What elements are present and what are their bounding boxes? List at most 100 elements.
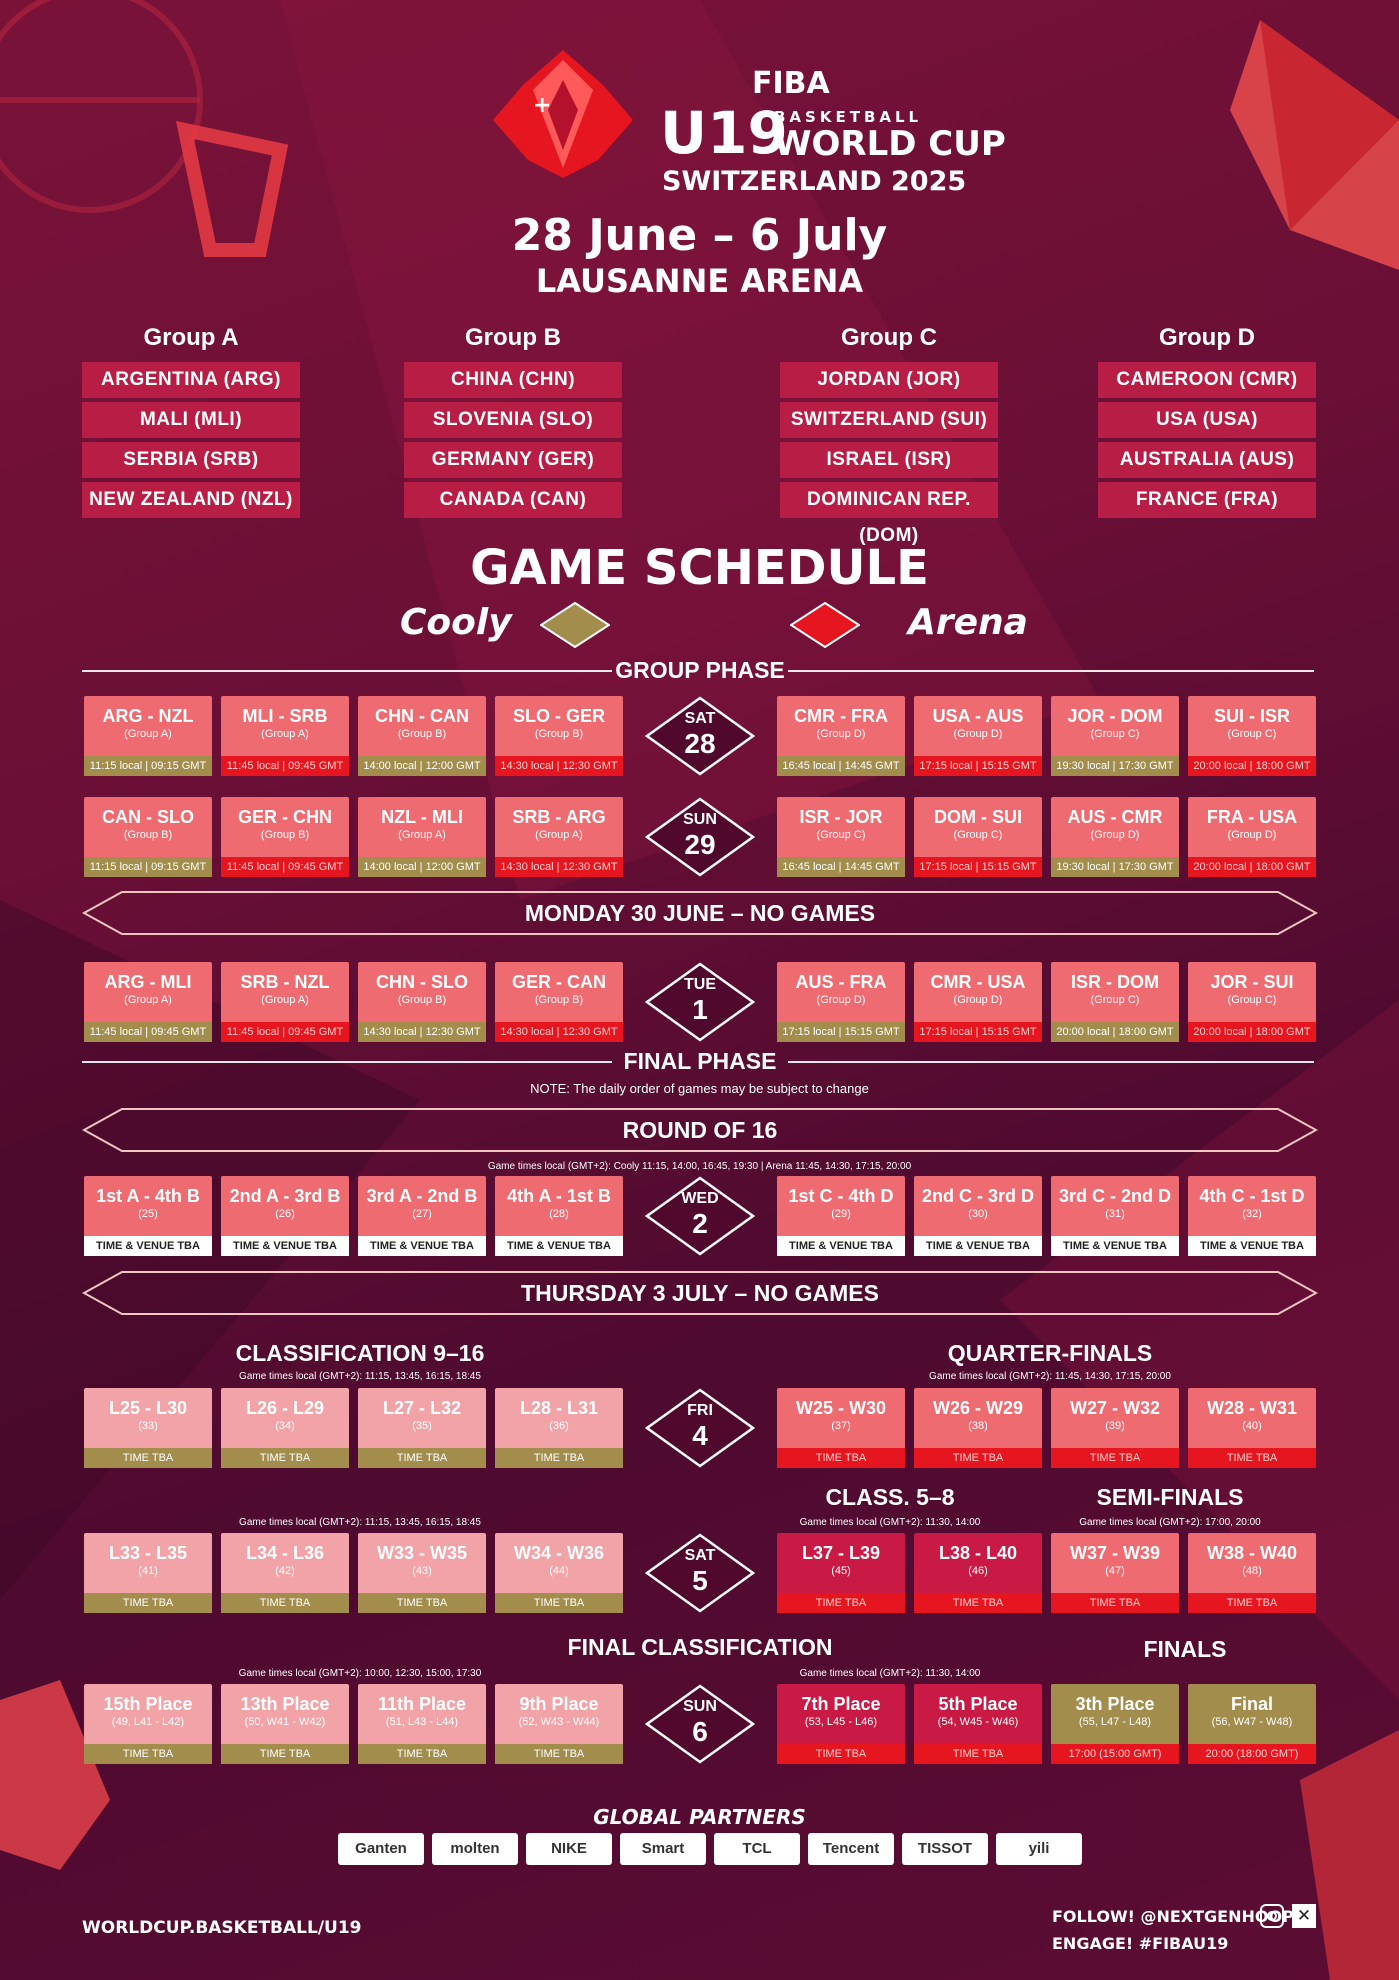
game-time: 17:15 local | 15:15 GMT (914, 1022, 1042, 1042)
team-cell: SLOVENIA (SLO) (404, 402, 622, 438)
matchup: 3rd C - 2nd D (1058, 1186, 1171, 1206)
game-time: 14:00 local | 12:00 GMT (358, 756, 486, 776)
quarterfinals-heading: QUARTER-FINALS (947, 1340, 1153, 1366)
group-title: Group A (143, 324, 239, 351)
group-title: Group D (1159, 324, 1255, 351)
game-card: MLI - SRB (Group A) 11:45 local | 09:45 GM… (221, 696, 349, 776)
game-detail: (Group C) (1090, 994, 1140, 1006)
day-name: SUN (683, 1698, 717, 1715)
game-time: TIME TBA (495, 1448, 623, 1468)
game-time: TIME TBA (777, 1593, 905, 1613)
game-detail: (Group D) (1227, 829, 1277, 841)
game-detail: (Group A) (124, 994, 172, 1006)
game-detail: (46) (968, 1565, 988, 1577)
finals-heading: FINALS (1143, 1636, 1227, 1662)
matchup: L25 - L30 (108, 1398, 188, 1418)
game-time: TIME TBA (84, 1448, 212, 1468)
team-cell: NEW ZEALAND (NZL) (82, 482, 300, 518)
matchup: 15th Place (103, 1694, 193, 1714)
day-name: WED (681, 1190, 719, 1207)
matchup: GER - CHN (238, 807, 332, 827)
game-card: ARG - NZL (Group A) 11:15 local | 09:15 GM… (84, 696, 212, 776)
game-time: 19:30 local | 17:30 GMT (1051, 756, 1179, 776)
game-time: 16:45 local | 14:45 GMT (777, 857, 905, 877)
game-card: L28 - L31 (36) TIME TBA (495, 1388, 623, 1468)
world-cup-wordmark: WORLD CUP (774, 124, 1006, 164)
venue-name: LAUSANNE ARENA (535, 262, 864, 300)
matchup: 3rd A - 2nd B (366, 1186, 478, 1206)
game-time: 14:30 local | 12:30 GMT (495, 1022, 623, 1042)
matchup: L28 - L31 (519, 1398, 599, 1418)
game-detail: (39) (1105, 1420, 1125, 1432)
game-time: 14:30 local | 12:30 GMT (495, 756, 623, 776)
game-time: 14:30 local | 12:30 GMT (495, 857, 623, 877)
game-time: 17:15 local | 15:15 GMT (914, 857, 1042, 877)
game-detail: (Group A) (535, 829, 583, 841)
x-icon[interactable]: ✕ (1292, 1904, 1316, 1928)
game-card: W34 - W36 (44) TIME TBA (495, 1533, 623, 1613)
game-time: 11:45 local | 09:45 GMT (84, 1022, 212, 1042)
cooly-legend-diamond-icon (540, 602, 610, 648)
game-card: 13th Place (50, W41 - W42) TIME TBA (221, 1684, 349, 1764)
game-card: W26 - W29 (38) TIME TBA (914, 1388, 1042, 1468)
game-time: TIME TBA (495, 1593, 623, 1613)
day-number: 1 (692, 994, 708, 1025)
game-card: 2nd C - 3rd D (30) TIME & VENUE TBA (914, 1176, 1042, 1256)
game-detail: (Group D) (816, 728, 866, 740)
game-detail: (49, L41 - L42) (111, 1716, 185, 1728)
instagram-icon[interactable] (1260, 1904, 1284, 1928)
game-card: 4th C - 1st D (32) TIME & VENUE TBA (1188, 1176, 1316, 1256)
game-card: AUS - FRA (Group D) 17:15 local | 15:15 GM… (777, 962, 905, 1042)
game-detail: (32) (1242, 1208, 1262, 1220)
game-detail: (34) (275, 1420, 295, 1432)
game-card: SRB - ARG (Group A) 14:30 local | 12:30 GM… (495, 797, 623, 877)
game-card: L34 - L36 (42) TIME TBA (221, 1533, 349, 1613)
game-card: 5th Place (54, W45 - W46) TIME TBA (914, 1684, 1042, 1764)
partner-logo: molten (432, 1833, 518, 1865)
game-time: TIME TBA (1051, 1593, 1179, 1613)
game-detail: (37) (831, 1420, 851, 1432)
game-time: TIME TBA (914, 1744, 1042, 1764)
game-time: 11:15 local | 09:15 GMT (84, 857, 212, 877)
game-card: JOR - DOM (Group C) 19:30 local | 17:30 GM… (1051, 696, 1179, 776)
game-card: L38 - L40 (46) TIME TBA (914, 1533, 1042, 1613)
class58-heading: CLASS. 5–8 (825, 1484, 955, 1510)
day-name: SAT (684, 1547, 716, 1564)
game-time: TIME & VENUE TBA (1188, 1236, 1316, 1256)
game-card: W37 - W39 (47) TIME TBA (1051, 1533, 1179, 1613)
legend-arena: Arena (908, 602, 1028, 643)
game-time: 11:45 local | 09:45 GMT (221, 756, 349, 776)
group-phase-label: GROUP PHASE (615, 657, 785, 683)
team-cell: JORDAN (JOR) (780, 362, 998, 398)
game-detail: (42) (275, 1565, 295, 1577)
day-name: SUN (683, 811, 717, 828)
matchup: CHN - SLO (376, 972, 468, 992)
arena-legend-diamond-icon (790, 602, 860, 648)
matchup: ISR - JOR (799, 807, 883, 827)
matchup: 5th Place (938, 1694, 1018, 1714)
matchup: W25 - W30 (795, 1398, 887, 1418)
divider-line (82, 670, 612, 672)
game-card: W28 - W31 (40) TIME TBA (1188, 1388, 1316, 1468)
game-detail: (36) (549, 1420, 569, 1432)
game-detail: (43) (412, 1565, 432, 1577)
matchup: ISR - DOM (1071, 972, 1159, 992)
team-cell: ISRAEL (ISR) (780, 442, 998, 478)
footer-url[interactable]: WORLDCUP.BASKETBALL/U19 (82, 1918, 362, 1938)
banner-outline (82, 1271, 1318, 1315)
matchup: 4th A - 1st B (507, 1186, 611, 1206)
game-time: TIME TBA (358, 1744, 486, 1764)
matchup: MLI - SRB (242, 706, 328, 726)
semis-times: Game times local (GMT+2): 17:00, 20:00 (1079, 1517, 1261, 1528)
game-detail: (Group A) (261, 994, 309, 1006)
game-card: W38 - W40 (48) TIME TBA (1188, 1533, 1316, 1613)
game-card: 1st C - 4th D (29) TIME & VENUE TBA (777, 1176, 905, 1256)
matchup: GER - CAN (512, 972, 606, 992)
partner-logo: yili (996, 1833, 1082, 1865)
game-card: 4th A - 1st B (28) TIME & VENUE TBA (495, 1176, 623, 1256)
game-card: GER - CHN (Group B) 11:45 local | 09:45 GM… (221, 797, 349, 877)
game-detail: (Group B) (397, 728, 447, 740)
no-games-banner: THURSDAY 3 JULY – NO GAMES (82, 1270, 1318, 1316)
game-detail: (33) (138, 1420, 158, 1432)
game-card: Final (56, W47 - W48) 20:00 (18:00 GMT) (1188, 1684, 1316, 1764)
